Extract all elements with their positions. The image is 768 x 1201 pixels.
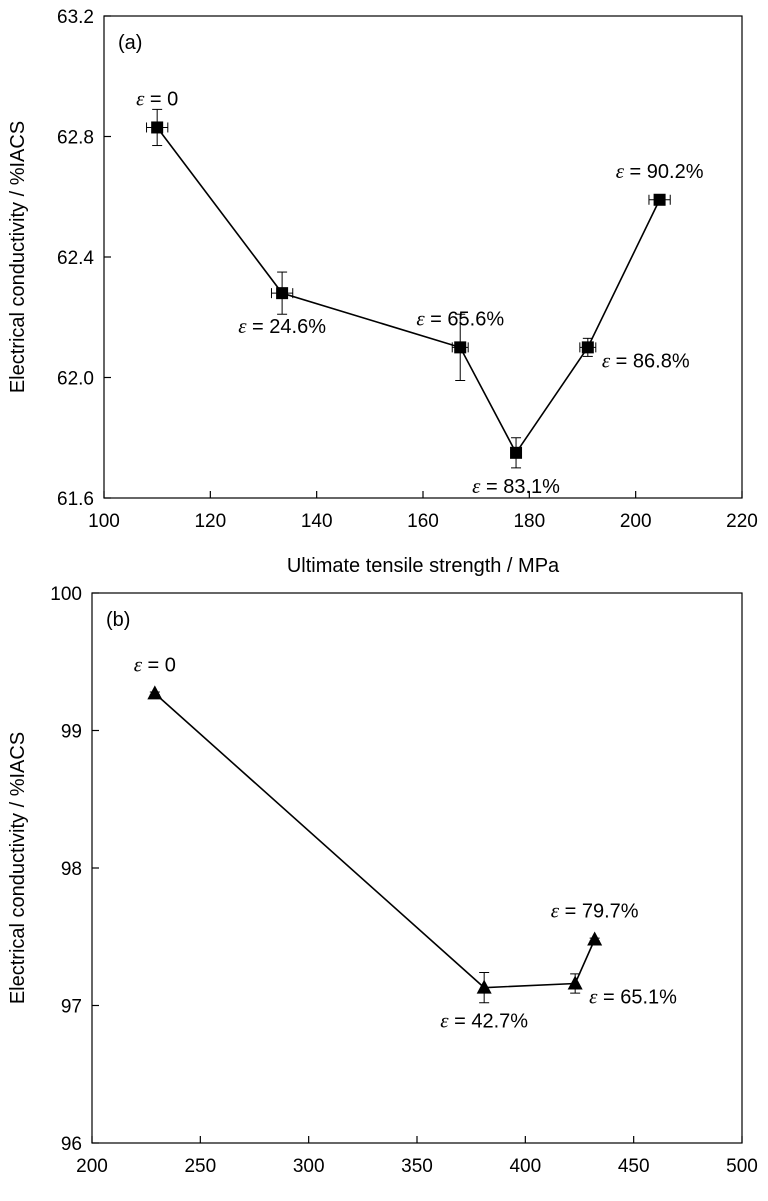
data-point <box>151 121 164 134</box>
point-annotation: ε = 42.7% <box>440 1009 528 1033</box>
x-tick-label: 140 <box>301 511 333 532</box>
y-tick-label: 99 <box>61 722 82 743</box>
x-tick-label: 350 <box>401 1156 433 1177</box>
y-tick-label: 61.6 <box>57 489 94 510</box>
series-line <box>154 692 596 989</box>
point-annotation: ε = 65.6% <box>416 306 504 330</box>
y-axis-title: Electrical conductivity / %IACS <box>7 732 29 1004</box>
plot-frame <box>103 15 743 499</box>
x-tick-label: 160 <box>407 511 439 532</box>
x-tick-label: 220 <box>726 511 758 532</box>
x-tick-label: 180 <box>513 511 545 532</box>
point-annotation: ε = 83.1% <box>472 474 560 498</box>
data-point <box>454 341 467 354</box>
x-tick-label: 250 <box>184 1156 216 1177</box>
x-tick-label: 450 <box>618 1156 650 1177</box>
data-point <box>567 975 583 990</box>
x-axis-title: Ultimate tensile strength / MPa <box>287 555 560 577</box>
data-point <box>276 287 289 300</box>
y-tick-label: 62.0 <box>57 369 94 390</box>
y-tick-label: 100 <box>50 584 82 605</box>
point-annotation: ε = 79.7% <box>551 899 639 923</box>
y-tick-label: 98 <box>61 859 82 880</box>
x-tick-label: 400 <box>509 1156 541 1177</box>
data-point <box>653 193 666 206</box>
x-tick-label: 500 <box>726 1156 758 1177</box>
data-point <box>147 685 163 700</box>
data-point <box>581 341 594 354</box>
y-axis-title: Electrical conductivity / %IACS <box>7 121 29 393</box>
y-tick-label: 96 <box>61 1134 82 1155</box>
chart-panel-a: 100 120 140 160 180 200 220 61.6 62.0 62.4 62.8 63.… <box>7 7 758 577</box>
point-annotation: ε = 86.8% <box>602 348 690 372</box>
data-point <box>587 931 603 946</box>
point-annotation: ε = 90.2% <box>616 159 704 183</box>
x-tick-label: 200 <box>76 1156 108 1177</box>
data-point <box>510 446 523 459</box>
data-point <box>476 979 492 994</box>
point-annotation: ε = 0 <box>136 86 178 110</box>
x-tick-label: 100 <box>88 511 120 532</box>
chart-panel-b: 20025030035040045050096979899100Ultimate… <box>7 584 758 1201</box>
point-annotation: ε = 24.6% <box>238 314 326 338</box>
y-tick-label: 97 <box>61 997 82 1018</box>
x-tick-label: 300 <box>293 1156 325 1177</box>
panel-label: (a) <box>118 32 142 54</box>
y-tick-label: 63.2 <box>57 7 94 28</box>
plot-frame <box>91 592 743 1144</box>
x-tick-label: 120 <box>194 511 226 532</box>
point-annotation: ε = 65.1% <box>589 985 677 1009</box>
series-line <box>156 126 661 455</box>
y-tick-label: 62.8 <box>57 128 94 149</box>
x-tick-label: 200 <box>620 511 652 532</box>
panel-label: (b) <box>106 609 130 631</box>
y-tick-label: 62.4 <box>57 248 94 269</box>
point-annotation: ε = 0 <box>134 652 176 676</box>
